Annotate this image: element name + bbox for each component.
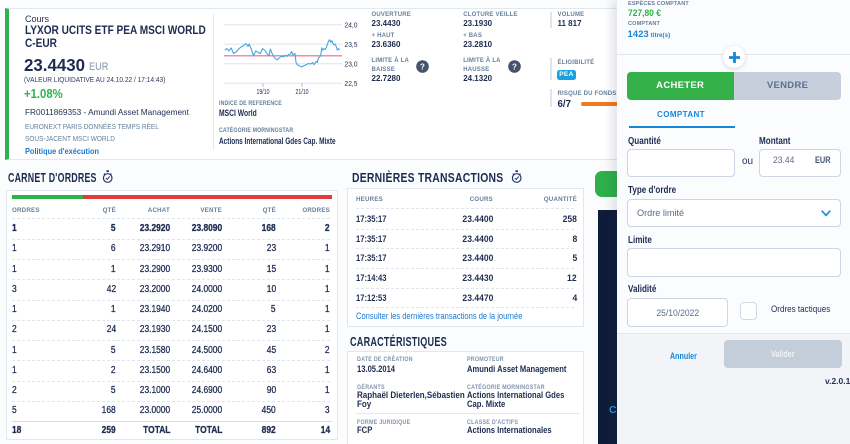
svg-text:22,5: 22,5 — [345, 79, 358, 88]
svg-text:19/10: 19/10 — [257, 87, 270, 96]
svg-text:?: ? — [512, 62, 517, 71]
svg-text:23,0: 23,0 — [345, 60, 358, 69]
svg-text:?: ? — [420, 62, 425, 71]
svg-text:21/10: 21/10 — [296, 87, 309, 96]
svg-text:23,5: 23,5 — [345, 40, 358, 49]
svg-text:24,0: 24,0 — [345, 20, 358, 29]
